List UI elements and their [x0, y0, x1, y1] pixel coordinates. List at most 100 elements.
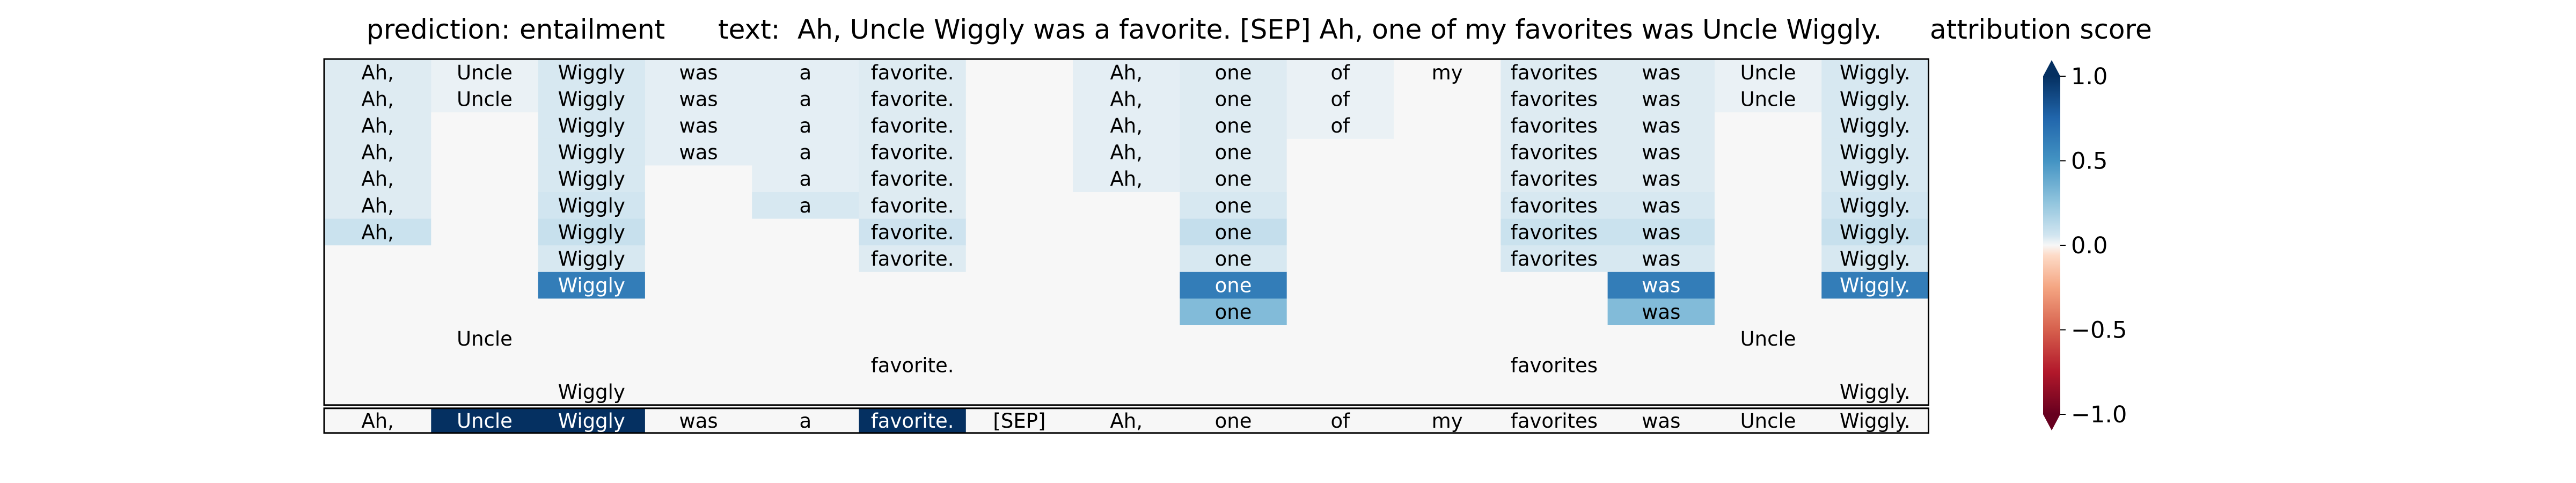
cell-label: Ah,: [1110, 141, 1143, 164]
cell-label: Uncle: [1740, 87, 1796, 111]
heatmap-cell: [645, 298, 752, 326]
heatmap-cell: [324, 272, 431, 299]
heatmap-cell: [859, 218, 967, 246]
heatmap-cell: [431, 138, 539, 166]
cell-label: Wiggly.: [1840, 141, 1911, 164]
heatmap-cell: [1607, 272, 1715, 299]
heatmap-cell: [965, 298, 1073, 326]
heatmap-cell: [324, 325, 431, 353]
heatmap-cell: [645, 325, 752, 353]
heatmap-cell: [752, 245, 860, 273]
cell-label: Ah,: [1110, 87, 1143, 111]
heatmap-cell: [1501, 59, 1608, 86]
heatmap-cell: [1073, 298, 1180, 326]
summary-cell: [645, 408, 752, 433]
cell-label: Wiggly.: [1840, 167, 1911, 191]
heatmap-cell: [752, 352, 860, 379]
heatmap-cell: [645, 245, 752, 273]
colorbar: 1.0 0.5 0.0 −0.5 −1.0: [2043, 60, 2127, 430]
cell-label: Wiggly: [558, 61, 625, 84]
heatmap-cell: [1073, 325, 1180, 353]
summary-token: one: [1215, 409, 1252, 433]
cell-label: Wiggly: [558, 141, 625, 164]
cell-label: was: [679, 141, 718, 164]
summary-token: Ah,: [361, 409, 394, 433]
heatmap-cell: [1073, 272, 1180, 299]
summary-cell: [1394, 408, 1501, 433]
cell-label: Ah,: [361, 61, 394, 84]
heatmap-cell: [1714, 325, 1822, 353]
cell-label: favorites: [1511, 221, 1598, 244]
summary-token: Uncle: [457, 409, 513, 433]
cell-label: Wiggly: [558, 274, 625, 297]
cell-label: Wiggly: [558, 221, 625, 244]
heatmap-cell: [1607, 59, 1715, 86]
heatmap-cell: [1286, 165, 1394, 193]
heatmap-cell: [1394, 138, 1501, 166]
heatmap-cell: [431, 378, 539, 406]
heatmap-cell: [1501, 272, 1608, 299]
colorbar-tick-label: −0.5: [2071, 317, 2127, 344]
heatmap-cell: [324, 298, 431, 326]
heatmap-cell: [1714, 165, 1822, 193]
summary-cell: [1286, 408, 1394, 433]
summary-cell: [1501, 408, 1608, 433]
heatmap-cell: [1501, 378, 1608, 406]
summary-token: Wiggly.: [1840, 409, 1911, 433]
summary-cell: [859, 408, 967, 433]
heatmap-cell: [1714, 218, 1822, 246]
cell-label: favorite.: [871, 221, 954, 244]
cell-label: was: [1642, 274, 1680, 297]
cell-label: Ah,: [1110, 167, 1143, 191]
summary-cell: [1714, 408, 1822, 433]
heatmap-cell: [538, 325, 646, 353]
cell-label: Wiggly: [558, 194, 625, 217]
cell-label: Ah,: [361, 221, 394, 244]
heatmap-cell: [1607, 378, 1715, 406]
heatmap-cell: [324, 352, 431, 379]
cell-label: one: [1215, 167, 1252, 191]
heatmap-cell: [1501, 298, 1608, 326]
heatmap-cell: [1286, 245, 1394, 273]
cell-label: was: [1642, 61, 1680, 84]
heatmap-cell: [538, 112, 646, 140]
heatmap-cell: [1286, 272, 1394, 299]
colorbar-tick-label: 0.5: [2071, 148, 2107, 175]
heatmap-cell: [1394, 325, 1501, 353]
colorbar-tick-label: 1.0: [2071, 63, 2107, 90]
heatmap-cell: [1180, 298, 1287, 326]
heatmap-cell: [859, 192, 967, 219]
heatmap-cell: [1607, 138, 1715, 166]
heatmap-cell: [1821, 85, 1929, 113]
heatmap-cell: [324, 165, 431, 193]
heatmap-cell: [1394, 85, 1501, 113]
heatmap-cell: [1607, 192, 1715, 219]
summary-cell: [965, 408, 1073, 433]
heatmap-cell: [1180, 272, 1287, 299]
heatmap-cell: [1073, 165, 1180, 193]
colorbar-tick-label: 0.0: [2071, 232, 2107, 259]
heatmap-cell: [1607, 325, 1715, 353]
heatmap-cell: [1180, 165, 1287, 193]
heatmap-cell: [538, 245, 646, 273]
heatmap-cell: [1607, 112, 1715, 140]
summary-token: Ah,: [1110, 409, 1143, 433]
heatmap-cell: [752, 165, 860, 193]
cell-label: favorite.: [871, 114, 954, 137]
heatmap-cell: [1073, 245, 1180, 273]
heatmap-cells: Ah, Uncle Wiggly was a favorite. Ah, one of my fav…: [324, 59, 1929, 433]
cell-label: was: [1642, 87, 1680, 111]
cell-label: Wiggly: [558, 114, 625, 137]
cell-label: of: [1331, 61, 1351, 84]
cell-label: was: [1642, 221, 1680, 244]
cell-label: Wiggly.: [1840, 221, 1911, 244]
heatmap-cell: [1180, 138, 1287, 166]
summary-token: of: [1331, 409, 1351, 433]
heatmap-cell: [1821, 192, 1929, 219]
heatmap-cell: [1501, 218, 1608, 246]
heatmap-cell: [645, 352, 752, 379]
cell-label: favorites: [1511, 87, 1598, 111]
cell-label: favorites: [1511, 141, 1598, 164]
heatmap-cell: [431, 59, 539, 86]
